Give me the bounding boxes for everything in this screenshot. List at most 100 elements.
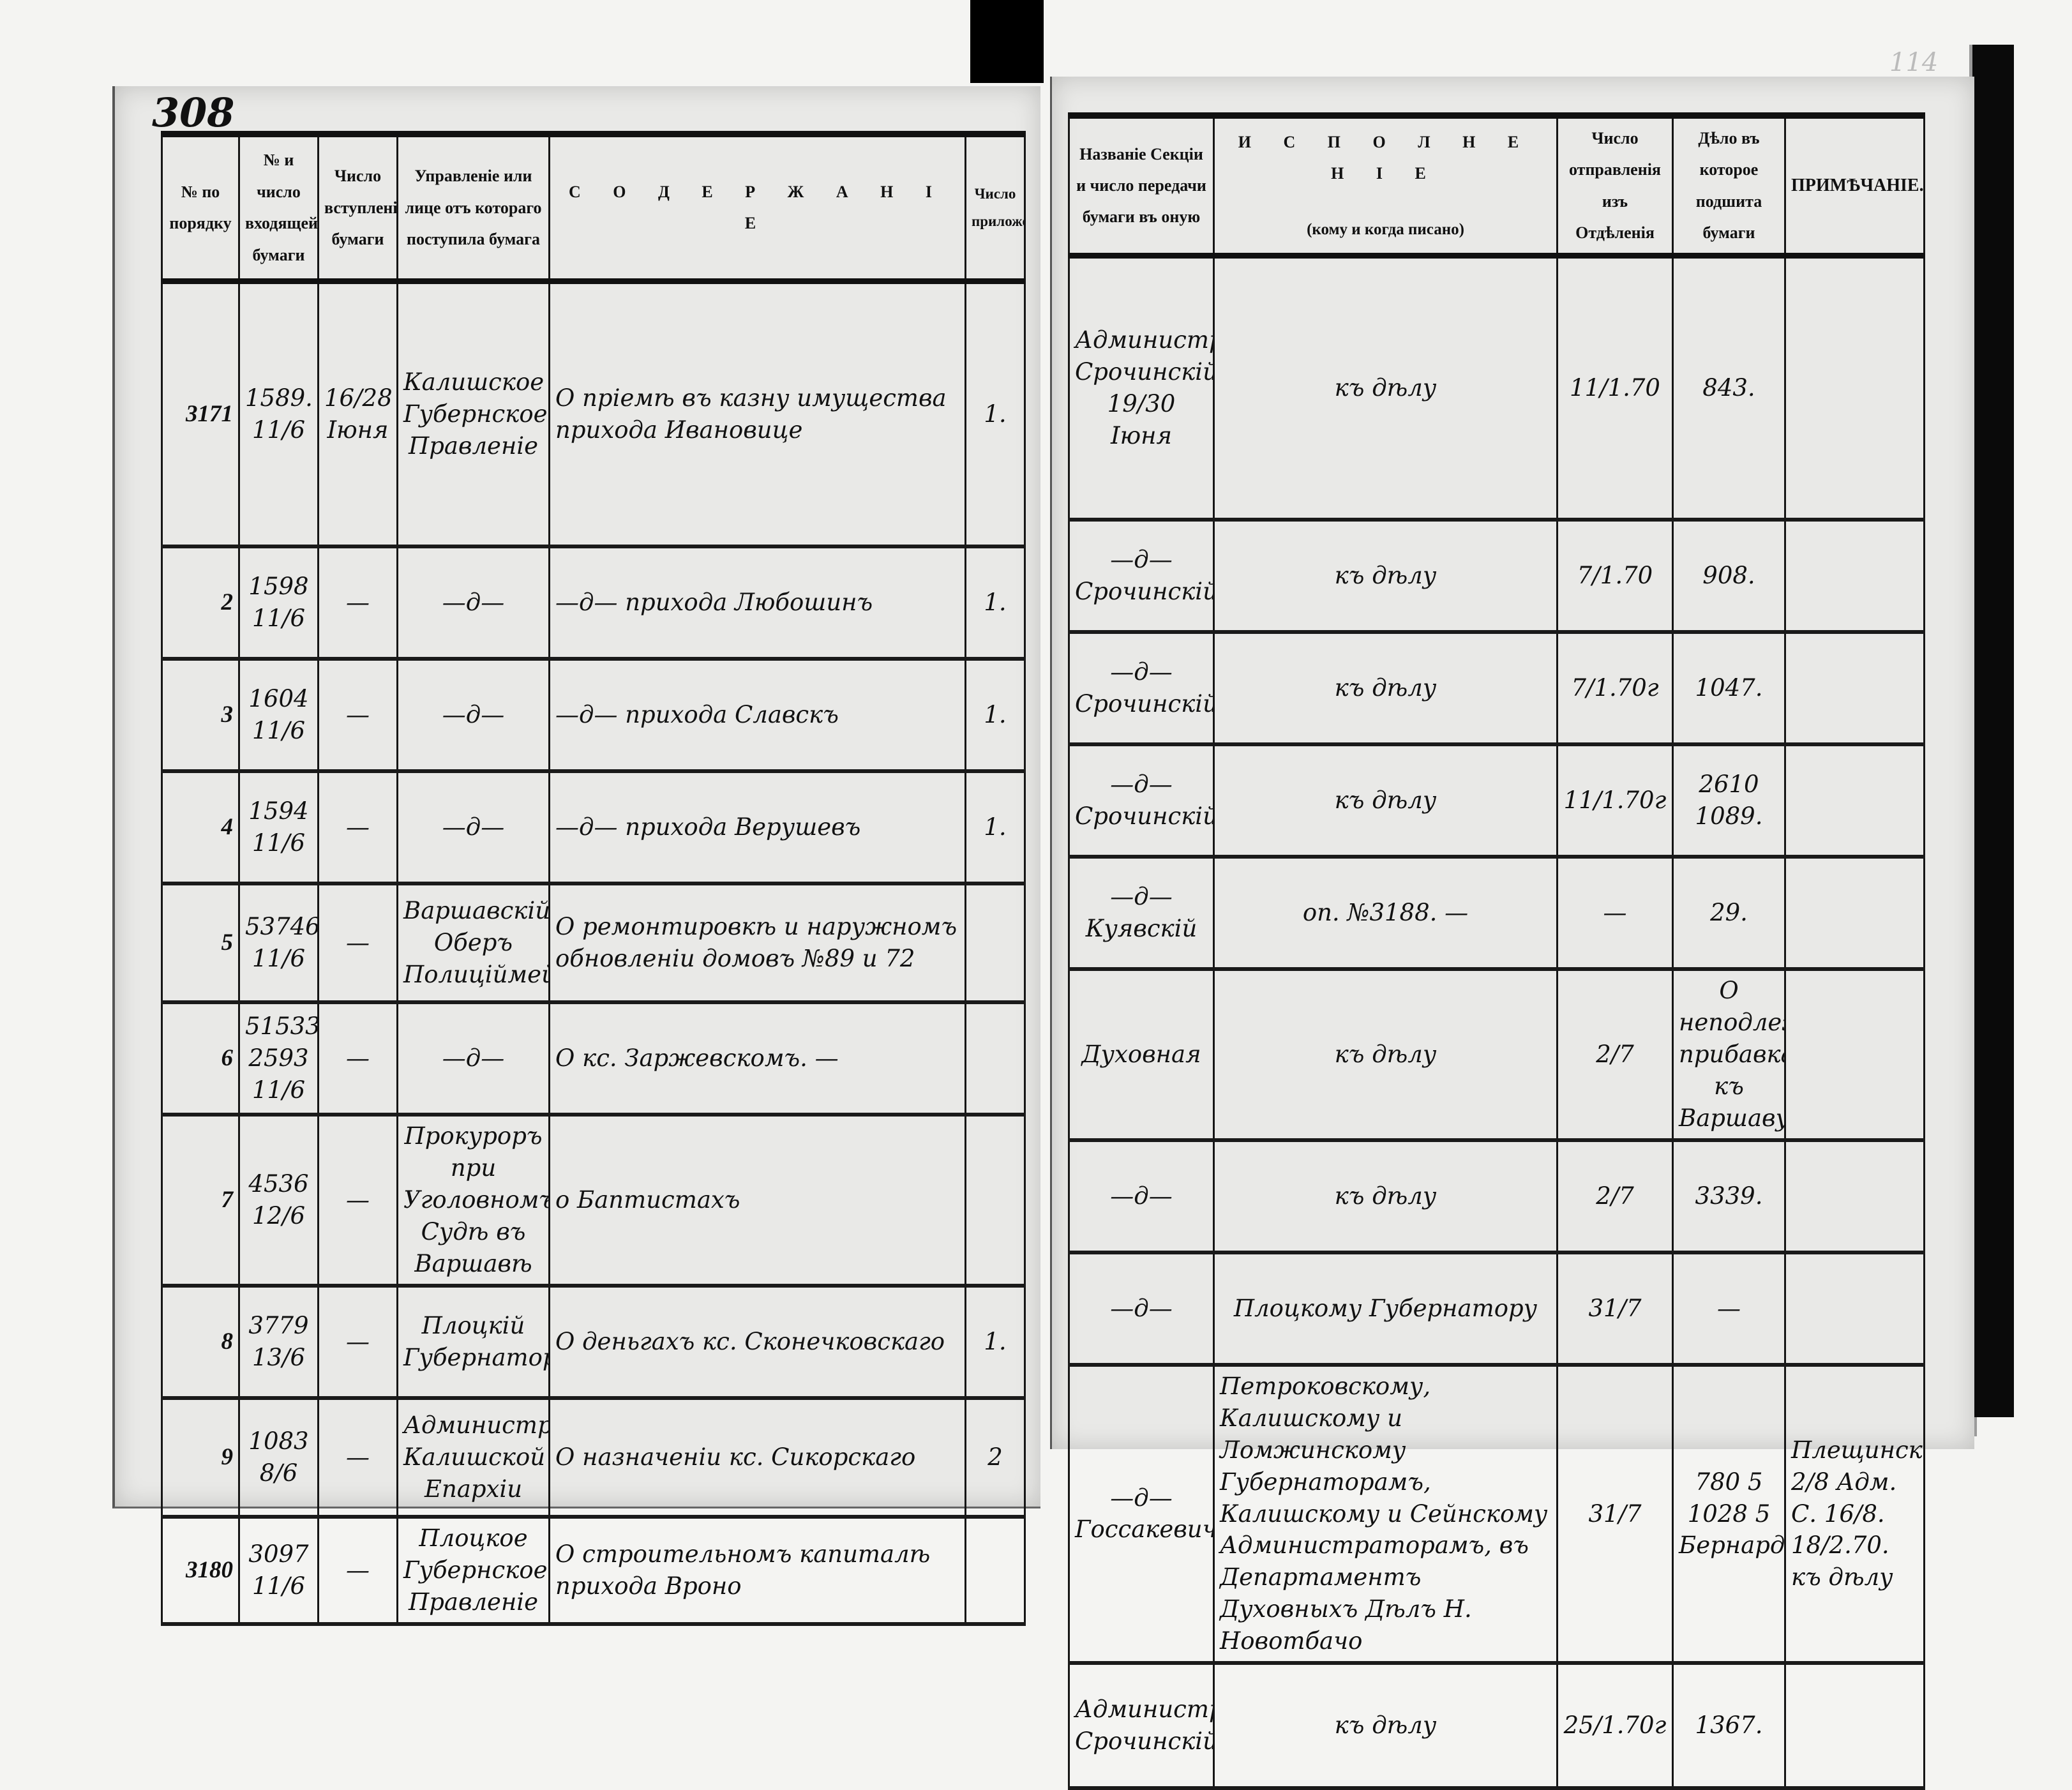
incoming-number: 4536 12/6 bbox=[238, 1113, 319, 1287]
note bbox=[1784, 1251, 1925, 1366]
content: —д— прихода Славскъ bbox=[548, 658, 966, 772]
sender: Плоцкій Губернаторъ bbox=[396, 1284, 550, 1399]
note bbox=[1784, 518, 1925, 633]
section: —д— Срочинскій bbox=[1068, 518, 1215, 633]
receipt-date: — bbox=[317, 658, 398, 772]
incoming-number: 3097 11/6 bbox=[238, 1515, 319, 1625]
folio-number: 114 bbox=[1889, 48, 1939, 77]
section: —д— bbox=[1068, 1251, 1215, 1366]
section: —д— Срочинскій bbox=[1068, 743, 1215, 858]
note bbox=[1784, 968, 1925, 1141]
incoming-number: 1083 8/6 bbox=[238, 1397, 319, 1518]
scan-border bbox=[1972, 45, 2014, 1417]
order-number: 7 bbox=[161, 1113, 240, 1287]
attachments-count: 1. bbox=[965, 1284, 1026, 1399]
content: О деньгахъ кс. Сконечковскаго bbox=[548, 1284, 966, 1399]
header-notes: ПРИМѢЧАНІЕ. bbox=[1784, 114, 1925, 257]
sent-date: 7/1.70г bbox=[1556, 631, 1674, 746]
receipt-date: — bbox=[317, 770, 398, 885]
receipt-date: — bbox=[317, 882, 398, 1004]
sender: —д— bbox=[396, 658, 550, 772]
attachments-count bbox=[965, 1113, 1026, 1287]
section: —д— Куявскій bbox=[1068, 855, 1215, 970]
header-attachments: Число приложеній bbox=[965, 133, 1026, 282]
sender: —д— bbox=[396, 1001, 550, 1116]
sent-date: — bbox=[1556, 855, 1674, 970]
receipt-date: — bbox=[317, 1113, 398, 1287]
receipt-date: — bbox=[317, 1284, 398, 1399]
register-row-left: 3171 1589. 11/6 16/28 Іюня Калишское Губерн… bbox=[161, 280, 1026, 548]
incoming-number: 3779 13/6 bbox=[238, 1284, 319, 1399]
content: О ремонтировкѣ и наружномъ обновленіи до… bbox=[548, 882, 966, 1004]
note bbox=[1784, 1139, 1925, 1254]
file-number: 843. bbox=[1672, 254, 1786, 521]
content: О пріемѣ въ казну имущества прихода Иван… bbox=[548, 280, 966, 548]
file-number: 908. bbox=[1672, 518, 1786, 633]
section: —д— Срочинскій bbox=[1068, 631, 1215, 746]
sender: Калишское Губернское Правленіе bbox=[396, 280, 550, 548]
incoming-number: 51533 2593 11/6 bbox=[238, 1001, 319, 1116]
file-number: — bbox=[1672, 1251, 1786, 1366]
order-number: 2 bbox=[161, 545, 240, 660]
receipt-date: — bbox=[317, 1001, 398, 1116]
register-row-right: —д— Срочинскій къ дѣлу 11/1.70г 2610 1089. bbox=[1068, 743, 1925, 858]
content: О назначеніи кс. Сикорскаго bbox=[548, 1397, 966, 1518]
register-row-left: 4 1594 11/6— —д— —д— прихода Верушевъ 1. bbox=[161, 770, 1026, 885]
header-file: Дѣло въ которое подшита бумаги bbox=[1672, 114, 1786, 257]
sent-date: 11/1.70г bbox=[1556, 743, 1674, 858]
attachments-count: 1. bbox=[965, 545, 1026, 660]
execution: къ дѣлу bbox=[1213, 631, 1558, 746]
execution: къ дѣлу bbox=[1213, 1662, 1558, 1789]
register-table-left: № по порядку № и число входящей бумаги Ч… bbox=[161, 131, 1026, 1626]
sent-date: 2/7 bbox=[1556, 1139, 1674, 1254]
file-number: О неподлежащихъ прибавкахъ къ Варшаву bbox=[1672, 968, 1786, 1141]
register-row-right: —д— Плоцкому Губернатору 31/7— bbox=[1068, 1251, 1925, 1366]
sent-date: 7/1.70 bbox=[1556, 518, 1674, 633]
register-row-right: —д— Срочинскій къ дѣлу 7/1.70г 1047. bbox=[1068, 631, 1925, 746]
execution: къ дѣлу bbox=[1213, 968, 1558, 1141]
attachments-count bbox=[965, 882, 1026, 1004]
note bbox=[1784, 1662, 1925, 1789]
section: Духовная bbox=[1068, 968, 1215, 1141]
incoming-number: 1589. 11/6 bbox=[238, 280, 319, 548]
note bbox=[1784, 743, 1925, 858]
order-number: 9 bbox=[161, 1397, 240, 1518]
header-incoming-number: № и число входящей бумаги bbox=[238, 133, 319, 282]
note bbox=[1784, 254, 1925, 521]
register-row-right: —д— Срочинскій къ дѣлу 7/1.70 908. bbox=[1068, 518, 1925, 633]
order-number: 4 bbox=[161, 770, 240, 885]
sender: —д— bbox=[396, 545, 550, 660]
sender: Варшавскій Оберъ Полиціймейстеръ bbox=[396, 882, 550, 1004]
header-execution: И С П О Л Н Е Н І Е (кому и когда писано) bbox=[1213, 114, 1558, 257]
content: о Баптистахъ bbox=[548, 1113, 966, 1287]
header-order-number: № по порядку bbox=[161, 133, 240, 282]
order-number: 3180 bbox=[161, 1515, 240, 1625]
execution: къ дѣлу bbox=[1213, 1139, 1558, 1254]
incoming-number: 53746 11/6 bbox=[238, 882, 319, 1004]
incoming-number: 1594 11/6 bbox=[238, 770, 319, 885]
execution: Плоцкому Губернатору bbox=[1213, 1251, 1558, 1366]
order-number: 8 bbox=[161, 1284, 240, 1399]
sent-date: 11/1.70 bbox=[1556, 254, 1674, 521]
receipt-date: — bbox=[317, 1515, 398, 1625]
execution: оп. №3188. — bbox=[1213, 855, 1558, 970]
register-row-right: —д— Куявскій оп. №3188. — —29. bbox=[1068, 855, 1925, 970]
file-number: 780 5 1028 5 Бернардо bbox=[1672, 1364, 1786, 1664]
execution: къ дѣлу bbox=[1213, 254, 1558, 521]
sent-date: 2/7 bbox=[1556, 968, 1674, 1141]
register-row-left: 3180 3097 11/6— Плоцкое Губернское Правлен… bbox=[161, 1515, 1026, 1625]
section: Администр. Срочинскій bbox=[1068, 1662, 1215, 1789]
execution: къ дѣлу bbox=[1213, 743, 1558, 858]
execution: Петроковскому, Калишскому и Ломжинскому … bbox=[1213, 1364, 1558, 1664]
file-number: 1047. bbox=[1672, 631, 1786, 746]
file-number: 29. bbox=[1672, 855, 1786, 970]
file-number: 3339. bbox=[1672, 1139, 1786, 1254]
incoming-number: 1604 11/6 bbox=[238, 658, 319, 772]
header-execution-title: И С П О Л Н Е Н І Е bbox=[1238, 132, 1533, 183]
